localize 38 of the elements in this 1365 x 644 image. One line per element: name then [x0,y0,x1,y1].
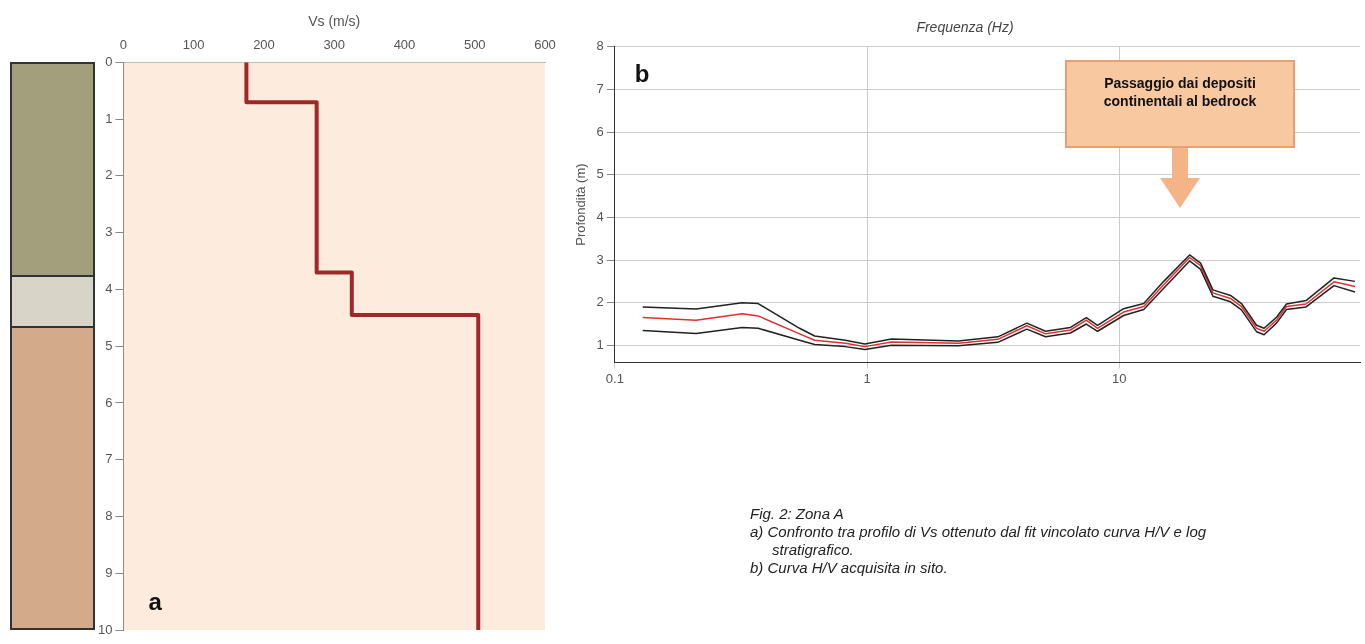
callout-box: Passaggio dai depositi continentali al bedrock [1065,60,1295,148]
y-tick-label: 8 [596,38,604,54]
y-tick-label: 4 [596,208,604,224]
chart-title: Frequenza (Hz) [916,19,1014,36]
y-tick-label: 5 [105,337,113,353]
y-axis-title: Profondità (m) [573,163,589,246]
x-tick-label: 500 [463,37,486,53]
y-tick-label: 5 [596,166,604,182]
y-tick-label: 4 [105,281,113,297]
text: a) Confronto tra profilo di Vs ottenuto dal fit vincolato curva H/V e log stratigrafico. [750,523,1208,559]
x-tick-label: 200 [253,37,275,53]
y-tick-label: 1 [596,336,604,352]
x-tick-label: 10 [1112,370,1127,386]
y-tick-label: 1 [105,110,113,126]
x-tick-label: 400 [393,37,416,53]
y-tick-label: 2 [105,167,113,183]
text: b) Curva H/V acquisita in sito. [750,559,949,577]
x-tick-label: 1 [863,370,871,386]
caption: Fig. 2: Zona A [750,505,845,523]
y-tick-label: 3 [596,251,604,267]
x-tick-label: 300 [323,37,346,53]
y-tick-label: 9 [105,564,113,580]
y-tick-label: 7 [596,81,604,97]
x-tick-label: 100 [182,37,205,53]
annotation: b [634,59,650,87]
y-tick-label: 8 [105,508,113,524]
y-tick-label: 7 [105,451,113,467]
y-tick-label: 10 [97,621,113,637]
x-tick-label: 0 [119,37,128,53]
x-tick-label: 0.1 [605,370,624,386]
x-tick-label: 600 [534,37,556,53]
y-tick-label: 6 [596,123,604,139]
y-tick-label: 2 [596,294,604,310]
y-tick-label: 3 [105,224,113,240]
y-tick-label: 6 [105,394,113,410]
x-axis-title: Vs (m/s) [308,13,361,30]
annotation: a [148,588,163,615]
y-tick-label: 0 [105,53,113,69]
